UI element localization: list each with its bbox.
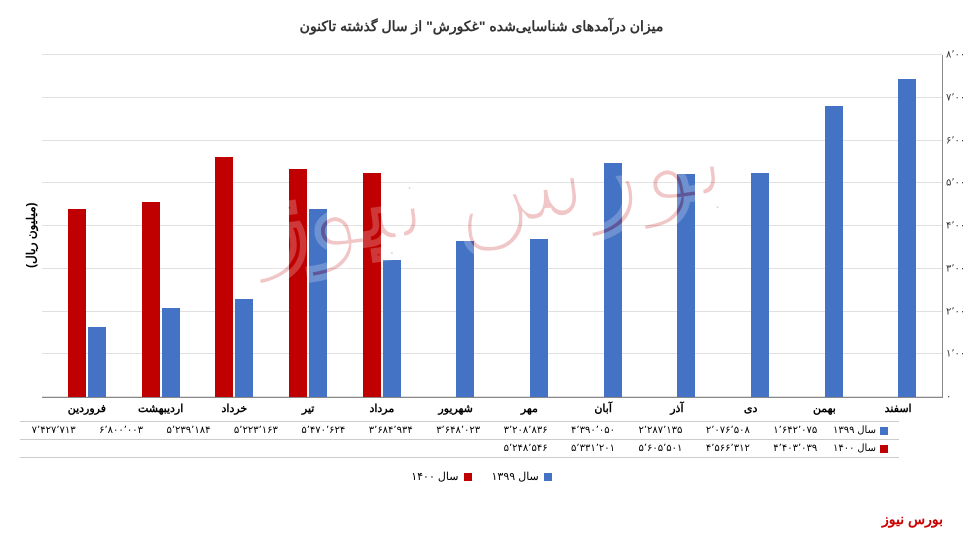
bar-group [271, 55, 345, 397]
series-color-icon [880, 427, 888, 435]
legend-color-icon [464, 473, 472, 481]
bar [530, 239, 548, 397]
bar-group [492, 55, 566, 397]
legend-label: سال ۱۳۹۹ [492, 470, 539, 483]
table-cell: ۵٬۶۰۵٬۵۰۱ [627, 440, 694, 457]
y-tick: ۱٬۰۰۰٬۰۰۰ [946, 349, 963, 360]
y-axis-label: (میلیون ریال) [20, 55, 42, 415]
y-tick: ۰ [946, 392, 963, 403]
series-name: سال ۱۳۹۹ [833, 425, 876, 436]
table-cell: ۴٬۴۰۳٬۰۳۹ [762, 440, 829, 457]
table-cell: ۱٬۶۴۲٬۰۷۵ [762, 422, 829, 439]
table-cell [357, 440, 424, 457]
bar-group [639, 55, 713, 397]
table-cell [20, 440, 87, 457]
table-cell: ۲٬۰۷۶٬۵۰۸ [694, 422, 761, 439]
table-cell [222, 440, 289, 457]
x-tick: آبان [566, 402, 640, 415]
bar-group [713, 55, 787, 397]
y-tick: ۵٬۰۰۰٬۰۰۰ [946, 178, 963, 189]
table-cell: ۳٬۶۸۴٬۹۳۴ [357, 422, 424, 439]
table-cell: ۴٬۳۹۰٬۰۵۰ [559, 422, 626, 439]
table-cell: ۵٬۲۲۳٬۱۶۳ [222, 422, 289, 439]
x-tick: بهمن [788, 402, 862, 415]
table-cell: ۶٬۸۰۰٬۰۰۳ [87, 422, 154, 439]
bar [289, 169, 307, 397]
series-name: سال ۱۴۰۰ [833, 443, 876, 454]
bar [162, 308, 180, 397]
legend-item: سال ۱۴۰۰ [411, 470, 471, 483]
x-tick: فروردین [50, 402, 124, 415]
legend-color-icon [544, 473, 552, 481]
bar [88, 327, 106, 397]
chart-area: ۰۱٬۰۰۰٬۰۰۰۲٬۰۰۰٬۰۰۰۳٬۰۰۰٬۰۰۰۴٬۰۰۰٬۰۰۰۵٬۰… [20, 55, 943, 415]
table-cell: ۵٬۴۷۰٬۶۲۴ [290, 422, 357, 439]
bar [383, 260, 401, 397]
bar-group [50, 55, 124, 397]
table-row: سال ۱۴۰۰ ۴٬۴۰۳٬۰۳۹۴٬۵۶۶٬۳۱۲۵٬۶۰۵٬۵۰۱۵٬۳۳۱… [20, 439, 899, 458]
x-tick: اردیبهشت [124, 402, 198, 415]
y-tick: ۸٬۰۰۰٬۰۰۰ [946, 50, 963, 61]
table-cell: ۳٬۶۴۸٬۰۲۳ [424, 422, 491, 439]
bar [825, 106, 843, 397]
table-cell [155, 440, 222, 457]
row-header: سال ۱۴۰۰ [829, 440, 899, 457]
y-tick: ۴٬۰۰۰٬۰۰۰ [946, 221, 963, 232]
x-tick: دی [714, 402, 788, 415]
bar-group [345, 55, 419, 397]
table-cell [87, 440, 154, 457]
bar [309, 209, 327, 397]
y-tick: ۳٬۰۰۰٬۰۰۰ [946, 263, 963, 274]
table-cell [290, 440, 357, 457]
bar-group [197, 55, 271, 397]
table-cell: ۳٬۲۰۸٬۸۳۶ [492, 422, 559, 439]
chart-container: میزان درآمدهای شناسایی‌شده "غکورش" از سا… [0, 0, 963, 534]
row-header: سال ۱۳۹۹ [829, 422, 899, 439]
x-tick: مرداد [345, 402, 419, 415]
y-tick: ۲٬۰۰۰٬۰۰۰ [946, 306, 963, 317]
bar-group [787, 55, 861, 397]
table-cell [424, 440, 491, 457]
x-tick: شهریور [419, 402, 493, 415]
table-cell: ۷٬۴۲۷٬۷۱۳ [20, 422, 87, 439]
table-cell: ۵٬۲۳۹٬۱۸۴ [155, 422, 222, 439]
x-tick: مهر [493, 402, 567, 415]
plot: ۰۱٬۰۰۰٬۰۰۰۲٬۰۰۰٬۰۰۰۳٬۰۰۰٬۰۰۰۴٬۰۰۰٬۰۰۰۵٬۰… [42, 55, 943, 398]
bar [898, 79, 916, 397]
y-tick: ۷٬۰۰۰٬۰۰۰ [946, 92, 963, 103]
series-color-icon [880, 445, 888, 453]
y-tick: ۶٬۰۰۰٬۰۰۰ [946, 135, 963, 146]
bar [751, 173, 769, 397]
table-cell: ۲٬۲۸۷٬۱۳۵ [627, 422, 694, 439]
legend: سال ۱۳۹۹ سال ۱۴۰۰ [20, 470, 943, 483]
bar-group [418, 55, 492, 397]
bar-group [860, 55, 934, 397]
x-tick: خرداد [198, 402, 272, 415]
table-row: سال ۱۳۹۹ ۱٬۶۴۲٬۰۷۵۲٬۰۷۶٬۵۰۸۲٬۲۸۷٬۱۳۵۴٬۳۹۰… [20, 421, 899, 439]
bars [42, 55, 942, 397]
table-cell: ۴٬۵۶۶٬۳۱۲ [694, 440, 761, 457]
bar [677, 174, 695, 397]
x-tick: اسفند [861, 402, 935, 415]
x-axis: فروردیناردیبهشتخردادتیرمردادشهریورمهرآبا… [42, 402, 943, 415]
footer-brand: بورس نیوز [882, 511, 943, 528]
bar [215, 157, 233, 397]
bar [363, 173, 381, 397]
x-tick: آذر [640, 402, 714, 415]
bar-group [124, 55, 198, 397]
legend-label: سال ۱۴۰۰ [411, 470, 458, 483]
bar [235, 299, 253, 397]
table-cell: ۵٬۲۴۸٬۵۴۶ [492, 440, 559, 457]
bar [604, 163, 622, 397]
bar [142, 202, 160, 397]
bar [68, 209, 86, 397]
chart-title: میزان درآمدهای شناسایی‌شده "غکورش" از سا… [20, 18, 943, 35]
table-cell: ۵٬۳۳۱٬۲۰۱ [559, 440, 626, 457]
legend-item: سال ۱۳۹۹ [492, 470, 552, 483]
bar [456, 241, 474, 397]
data-table: سال ۱۳۹۹ ۱٬۶۴۲٬۰۷۵۲٬۰۷۶٬۵۰۸۲٬۲۸۷٬۱۳۵۴٬۳۹۰… [20, 421, 899, 458]
bar-group [566, 55, 640, 397]
x-tick: تیر [271, 402, 345, 415]
